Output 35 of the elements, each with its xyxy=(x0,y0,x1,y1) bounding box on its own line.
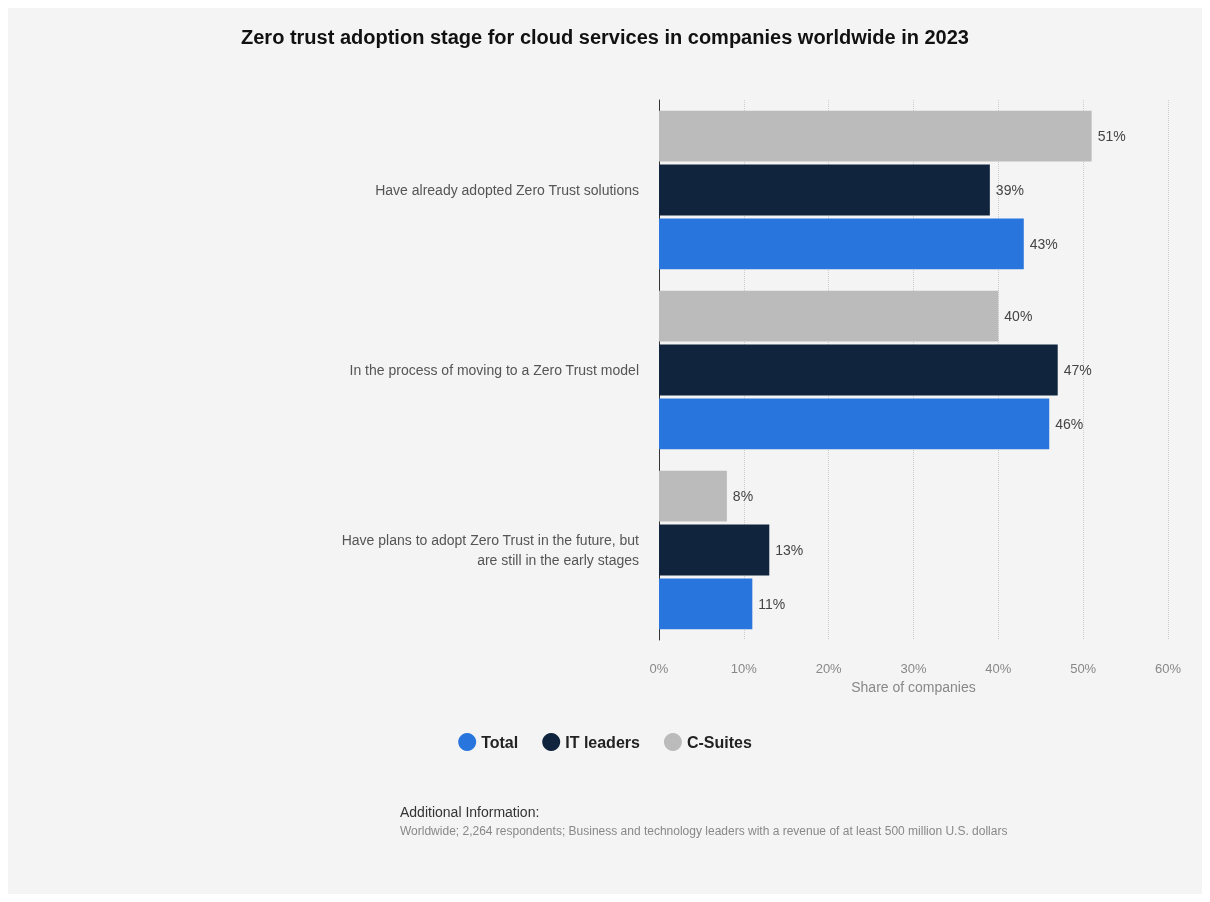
bar xyxy=(659,164,990,216)
y-tick-label: In the process of moving to a Zero Trust model xyxy=(349,362,639,378)
data-label: 13% xyxy=(775,542,804,558)
x-axis-title: Share of companies xyxy=(851,678,976,695)
data-label: 11% xyxy=(758,595,786,612)
text: Additional Information: xyxy=(400,804,540,820)
x-tick-label: 60% xyxy=(1154,661,1182,676)
x-tick-label: 50% xyxy=(1070,661,1097,676)
bar xyxy=(659,578,753,630)
x-tick-label: 0% xyxy=(649,661,669,676)
bar xyxy=(659,344,1058,396)
bar xyxy=(659,398,1050,450)
legend-label: C-Suites xyxy=(686,733,752,751)
x-tick-label: 10% xyxy=(730,661,758,676)
bar xyxy=(659,290,999,342)
bar xyxy=(659,470,727,522)
legend-label: IT leaders xyxy=(565,733,641,751)
data-label: 46% xyxy=(1055,415,1084,432)
legend-label: Total xyxy=(481,733,519,751)
data-label: 43% xyxy=(1029,235,1058,252)
data-label: 51% xyxy=(1097,128,1126,145)
bar xyxy=(659,110,1092,162)
y-tick-label: Have plans to adopt Zero Trust in the future, but are still in the early stages xyxy=(341,532,640,568)
x-tick-label: 30% xyxy=(900,661,927,676)
bar xyxy=(659,218,1024,270)
data-label: 8% xyxy=(732,488,754,505)
bar xyxy=(659,524,770,576)
data-label: 47% xyxy=(1063,362,1092,378)
y-tick-label: Have already adopted Zero Trust solutions xyxy=(375,182,639,198)
text: Worldwide; 2,264 respondents; Business and technology leaders with a revenue of at least 500 million U.S. dollars xyxy=(400,824,1008,838)
data-label: 39% xyxy=(995,182,1024,198)
chart-title: Zero trust adoption stage for cloud services in companies worldwide in 2023 xyxy=(241,26,969,48)
x-tick-label: 40% xyxy=(985,661,1012,676)
x-tick-label: 20% xyxy=(815,661,843,676)
data-label: 40% xyxy=(1004,308,1033,325)
